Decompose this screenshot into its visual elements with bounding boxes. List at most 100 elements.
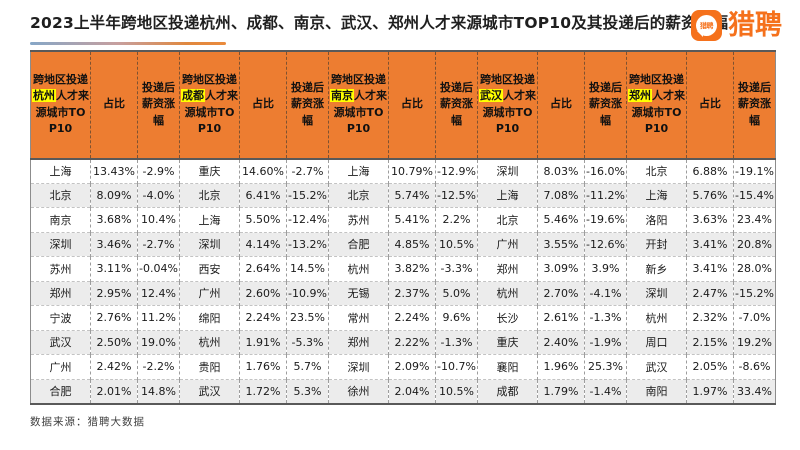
cell-salary-change: 14.5%	[286, 256, 329, 282]
cell-source-city: 深圳	[477, 158, 538, 184]
cell-salary-change: 10.4%	[137, 207, 180, 233]
table-row: 宁波 2.76% 11.2% 绵阳 2.24% 23.5% 常州 2.24% 9.6% 长沙 2.6…	[30, 305, 776, 331]
cell-salary-change: -12.9%	[435, 158, 478, 184]
cell-source-city: 上海	[626, 182, 687, 208]
cell-ratio: 3.09%	[537, 256, 585, 282]
cell-source-city: 广州	[30, 354, 91, 380]
header-salary-change: 投递后薪资涨幅	[584, 50, 627, 160]
cell-ratio: 13.43%	[90, 158, 138, 184]
cell-ratio: 2.37%	[388, 280, 436, 306]
cell-salary-change: -15.2%	[733, 280, 776, 306]
liepin-wordmark: 猎聘	[728, 10, 782, 41]
cell-salary-change: -1.4%	[584, 378, 627, 404]
cell-salary-change: 9.6%	[435, 305, 478, 331]
cell-salary-change: -3.3%	[435, 256, 478, 282]
cell-ratio: 2.15%	[686, 329, 734, 355]
header-salary-change: 投递后薪资涨幅	[137, 50, 180, 160]
cell-salary-change: -12.6%	[584, 231, 627, 257]
cell-source-city: 北京	[179, 182, 240, 208]
cell-source-city: 郑州	[477, 256, 538, 282]
header-ratio: 占比	[388, 50, 436, 160]
cell-source-city: 北京	[328, 182, 389, 208]
cell-ratio: 3.63%	[686, 207, 734, 233]
cell-ratio: 2.24%	[388, 305, 436, 331]
cell-salary-change: 12.4%	[137, 280, 180, 306]
highlighted-city-name: 武汉	[479, 89, 503, 103]
cell-source-city: 上海	[328, 158, 389, 184]
page-title: 2023上半年跨地区投递杭州、成都、南京、武汉、郑州人才来源城市TOP10及其投…	[30, 14, 729, 32]
cell-ratio: 5.46%	[537, 207, 585, 233]
cell-source-city: 苏州	[328, 207, 389, 233]
cell-source-city: 南阳	[626, 378, 687, 404]
cell-ratio: 6.88%	[686, 158, 734, 184]
cell-source-city: 北京	[626, 158, 687, 184]
cell-ratio: 2.05%	[686, 354, 734, 380]
cell-ratio: 1.97%	[686, 378, 734, 404]
header-ratio: 占比	[537, 50, 585, 160]
table-body: 上海 13.43% -2.9% 重庆 14.60% -2.7% 上海 10.79% -12.9%…	[30, 158, 776, 404]
cell-source-city: 武汉	[626, 354, 687, 380]
cell-source-city: 北京	[477, 207, 538, 233]
cell-ratio: 2.60%	[239, 280, 287, 306]
cell-ratio: 2.09%	[388, 354, 436, 380]
cell-ratio: 2.40%	[537, 329, 585, 355]
header-salary-change: 投递后薪资涨幅	[733, 50, 776, 160]
cell-ratio: 2.04%	[388, 378, 436, 404]
cell-source-city: 周口	[626, 329, 687, 355]
cell-ratio: 1.79%	[537, 378, 585, 404]
cell-ratio: 4.85%	[388, 231, 436, 257]
cell-salary-change: -5.3%	[286, 329, 329, 355]
cell-ratio: 2.24%	[239, 305, 287, 331]
cell-ratio: 2.22%	[388, 329, 436, 355]
cell-ratio: 10.79%	[388, 158, 436, 184]
title-underline	[30, 41, 226, 45]
data-source-note: 数据来源：猎聘大数据	[30, 415, 145, 428]
cell-ratio: 2.47%	[686, 280, 734, 306]
highlighted-city-name: 南京	[330, 89, 354, 103]
cell-ratio: 5.50%	[239, 207, 287, 233]
cell-ratio: 2.01%	[90, 378, 138, 404]
cell-salary-change: -2.9%	[137, 158, 180, 184]
cell-ratio: 3.68%	[90, 207, 138, 233]
cell-salary-change: 5.3%	[286, 378, 329, 404]
cell-ratio: 8.09%	[90, 182, 138, 208]
cell-salary-change: 23.5%	[286, 305, 329, 331]
cell-salary-change: -19.1%	[733, 158, 776, 184]
table-header: 跨地区投递杭州人才来源城市TOP10 占比 投递后薪资涨幅 跨地区投递成都人才来源城市…	[30, 50, 776, 160]
cell-salary-change: 25.3%	[584, 354, 627, 380]
cell-source-city: 合肥	[30, 378, 91, 404]
header-prefix: 跨地区投递	[629, 72, 684, 86]
cell-salary-change: 14.8%	[137, 378, 180, 404]
liepin-bubble-icon: 猎聘	[691, 10, 722, 41]
cell-salary-change: 28.0%	[733, 256, 776, 282]
cell-source-city: 武汉	[30, 329, 91, 355]
header-source-city-郑州: 跨地区投递郑州人才来源城市TOP10	[626, 50, 687, 160]
cell-salary-change: 2.2%	[435, 207, 478, 233]
header-suffix: 人才来源城市TOP10	[333, 89, 387, 136]
cell-salary-change: -0.04%	[137, 256, 180, 282]
header-salary-change: 投递后薪资涨幅	[435, 50, 478, 160]
header-prefix: 跨地区投递	[182, 72, 237, 86]
cell-source-city: 北京	[30, 182, 91, 208]
cell-salary-change: 19.2%	[733, 329, 776, 355]
cell-ratio: 2.76%	[90, 305, 138, 331]
cell-salary-change: -19.6%	[584, 207, 627, 233]
cell-salary-change: 5.0%	[435, 280, 478, 306]
cell-ratio: 3.11%	[90, 256, 138, 282]
cell-source-city: 襄阳	[477, 354, 538, 380]
cell-ratio: 5.41%	[388, 207, 436, 233]
cell-salary-change: -1.9%	[584, 329, 627, 355]
cell-ratio: 2.42%	[90, 354, 138, 380]
highlighted-city-name: 成都	[181, 89, 205, 103]
cell-source-city: 深圳	[626, 280, 687, 306]
cell-salary-change: -4.0%	[137, 182, 180, 208]
cell-source-city: 深圳	[179, 231, 240, 257]
header-suffix: 人才来源城市TOP10	[35, 89, 89, 136]
header-suffix: 人才来源城市TOP10	[184, 89, 238, 136]
header-source-city-杭州: 跨地区投递杭州人才来源城市TOP10	[30, 50, 91, 160]
cell-source-city: 苏州	[30, 256, 91, 282]
header-prefix: 跨地区投递	[33, 72, 88, 86]
cell-source-city: 常州	[328, 305, 389, 331]
cell-ratio: 3.41%	[686, 256, 734, 282]
